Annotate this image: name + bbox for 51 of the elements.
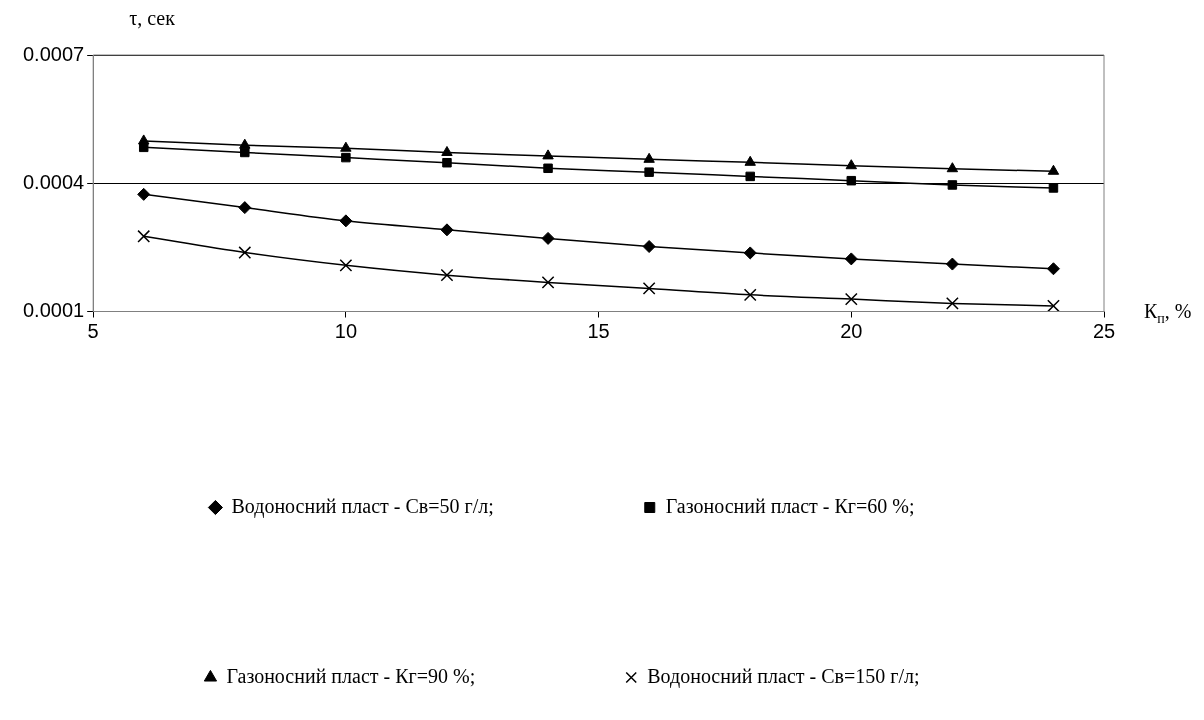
- legend-label: Газоносний пласт - Кг=60 %;: [665, 494, 915, 517]
- point: [1046, 262, 1060, 276]
- x-tick-label: 5: [87, 320, 99, 343]
- point: [541, 276, 555, 289]
- point: [644, 167, 654, 177]
- x-tick-label: 10: [334, 320, 357, 343]
- x-tick-label: 20: [840, 320, 863, 343]
- point: [543, 163, 553, 174]
- point: [1048, 183, 1059, 193]
- point: [945, 296, 959, 310]
- point: [339, 214, 353, 228]
- point: [238, 201, 252, 215]
- point: [541, 231, 555, 245]
- point: [340, 141, 352, 152]
- point: [846, 175, 857, 186]
- point: [339, 258, 353, 272]
- point: [945, 257, 959, 271]
- point: [542, 149, 554, 160]
- y-tick-label: 0.0001: [23, 299, 85, 322]
- point: [440, 268, 454, 282]
- point: [946, 162, 959, 173]
- point: [745, 171, 755, 182]
- x-tick-label: 15: [587, 320, 610, 343]
- point: [844, 292, 858, 306]
- point: [441, 145, 453, 156]
- point: [643, 152, 655, 163]
- legend-label: Водоносний пласт - Св=150 г/л;: [647, 664, 920, 688]
- legend-label: Газоносний пласт - Кг=90 %;: [226, 664, 476, 687]
- point: [744, 155, 756, 166]
- point: [743, 288, 757, 302]
- point: [642, 240, 656, 254]
- point: [238, 246, 252, 259]
- point: [240, 147, 250, 158]
- point: [137, 229, 151, 243]
- point: [239, 138, 251, 149]
- y-axis-title: τ, сек: [129, 7, 176, 29]
- y-tick-label: 0.0007: [23, 42, 85, 65]
- point: [442, 157, 452, 168]
- point: [341, 152, 351, 163]
- point: [743, 246, 757, 260]
- point: [137, 187, 151, 201]
- point: [440, 223, 454, 237]
- point: [1047, 299, 1060, 312]
- legend-label: Водоносний пласт - Св=50 г/л;: [231, 494, 494, 518]
- point: [845, 159, 857, 170]
- point: [844, 252, 858, 266]
- point: [947, 180, 958, 190]
- point: [642, 282, 656, 295]
- y-tick-label: 0.0004: [23, 170, 85, 193]
- point: [1047, 164, 1060, 175]
- x-tick-label: 25: [1092, 320, 1116, 343]
